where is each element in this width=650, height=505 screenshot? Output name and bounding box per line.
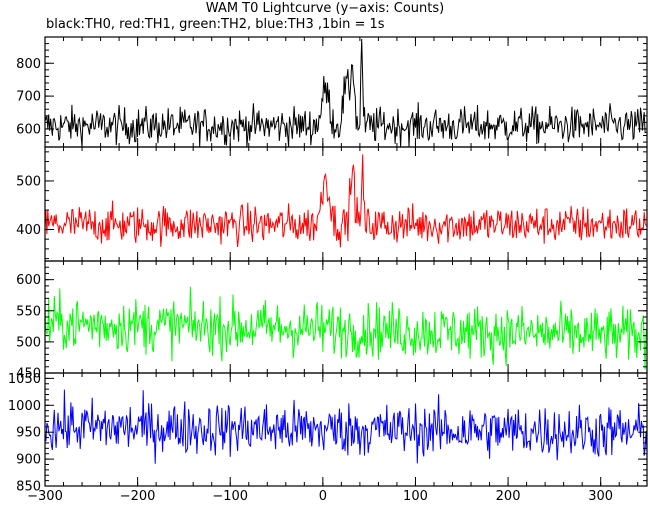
y-tick-label: 1050 bbox=[8, 372, 41, 387]
y-tick-label: 800 bbox=[16, 57, 41, 72]
x-tick-label: 300 bbox=[588, 489, 613, 504]
chart-subtitle: black:TH0, red:TH1, green:TH2, blue:TH3 … bbox=[46, 17, 385, 32]
y-tick-label: 500 bbox=[16, 174, 41, 189]
y-tick-label: 700 bbox=[16, 90, 41, 105]
y-tick-label: 900 bbox=[16, 453, 41, 468]
series-line-th1 bbox=[44, 154, 648, 248]
y-tick-label: 600 bbox=[16, 122, 41, 137]
y-tick-label: 950 bbox=[16, 426, 41, 441]
series-line-th0 bbox=[44, 38, 647, 148]
x-tick-label: 100 bbox=[403, 489, 428, 504]
y-tick-label: 1000 bbox=[8, 399, 41, 414]
panel-frame-1 bbox=[44, 36, 648, 148]
x-tick-label: 0 bbox=[319, 489, 327, 504]
panel-frame-4 bbox=[44, 372, 648, 487]
y-tick-label: 500 bbox=[16, 335, 41, 350]
chart-title: WAM T0 Lightcurve (y−axis: Counts) bbox=[205, 1, 445, 16]
x-tick-label: −100 bbox=[212, 489, 248, 504]
y-tick-label: 450 bbox=[16, 367, 41, 382]
series-line-th2 bbox=[44, 286, 648, 370]
panel-frame-2 bbox=[44, 146, 648, 262]
y-tick-label: 400 bbox=[16, 223, 41, 238]
y-tick-label: 850 bbox=[16, 480, 41, 495]
x-tick-label: 200 bbox=[496, 489, 521, 504]
y-tick-label: 600 bbox=[16, 273, 41, 288]
x-tick-label: −300 bbox=[27, 489, 63, 504]
y-tick-label: 550 bbox=[16, 304, 41, 319]
x-tick-label: −200 bbox=[120, 489, 156, 504]
series-line-th3 bbox=[44, 389, 648, 464]
